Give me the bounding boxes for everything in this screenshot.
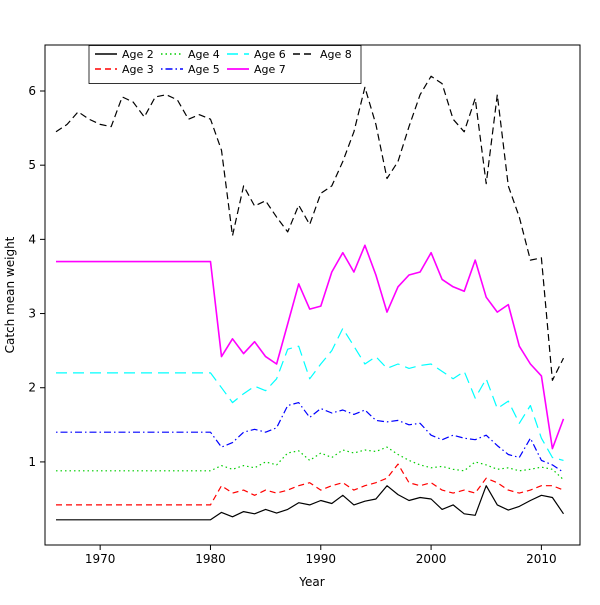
plot-border <box>44 44 581 546</box>
x-axis-title: Year <box>298 575 324 589</box>
plot-area: 1970 1980 1990 2000 2010 1 2 3 4 5 6 Age 2 Age 3 Age … <box>28 44 581 566</box>
x-tick-label: 1990 <box>305 552 336 566</box>
series-line-age-5 <box>56 402 564 473</box>
legend-label-age-6: Age 6 <box>254 48 286 61</box>
y-tick-label: 3 <box>28 307 36 321</box>
series-line-age-7 <box>56 244 565 450</box>
series-line-age-4 <box>56 446 564 481</box>
x-tick-label: 2000 <box>416 552 447 566</box>
y-tick-label: 6 <box>28 84 36 98</box>
y-tick-label: 1 <box>28 455 36 469</box>
x-tick-label: 2010 <box>526 552 557 566</box>
series-line-age-6 <box>56 327 564 461</box>
y-tick-label: 5 <box>28 158 36 172</box>
legend-label-age-2: Age 2 <box>122 48 154 61</box>
y-axis-title: Catch mean weight <box>3 236 17 353</box>
x-tick-label: 1970 <box>85 552 116 566</box>
y-tick-label: 4 <box>28 232 36 246</box>
legend-label-age-5: Age 5 <box>188 63 220 76</box>
legend-label-age-8: Age 8 <box>320 48 352 61</box>
series-line-age-8 <box>55 75 565 381</box>
legend-label-age-4: Age 4 <box>188 48 220 61</box>
x-tick-label: 1980 <box>195 552 226 566</box>
legend-label-age-7: Age 7 <box>254 63 286 76</box>
y-tick-label: 2 <box>28 381 36 395</box>
legend-label-age-3: Age 3 <box>122 63 154 76</box>
series-line-age-3 <box>56 463 564 506</box>
series-line-age-2 <box>56 485 564 521</box>
legend-box <box>88 45 362 84</box>
